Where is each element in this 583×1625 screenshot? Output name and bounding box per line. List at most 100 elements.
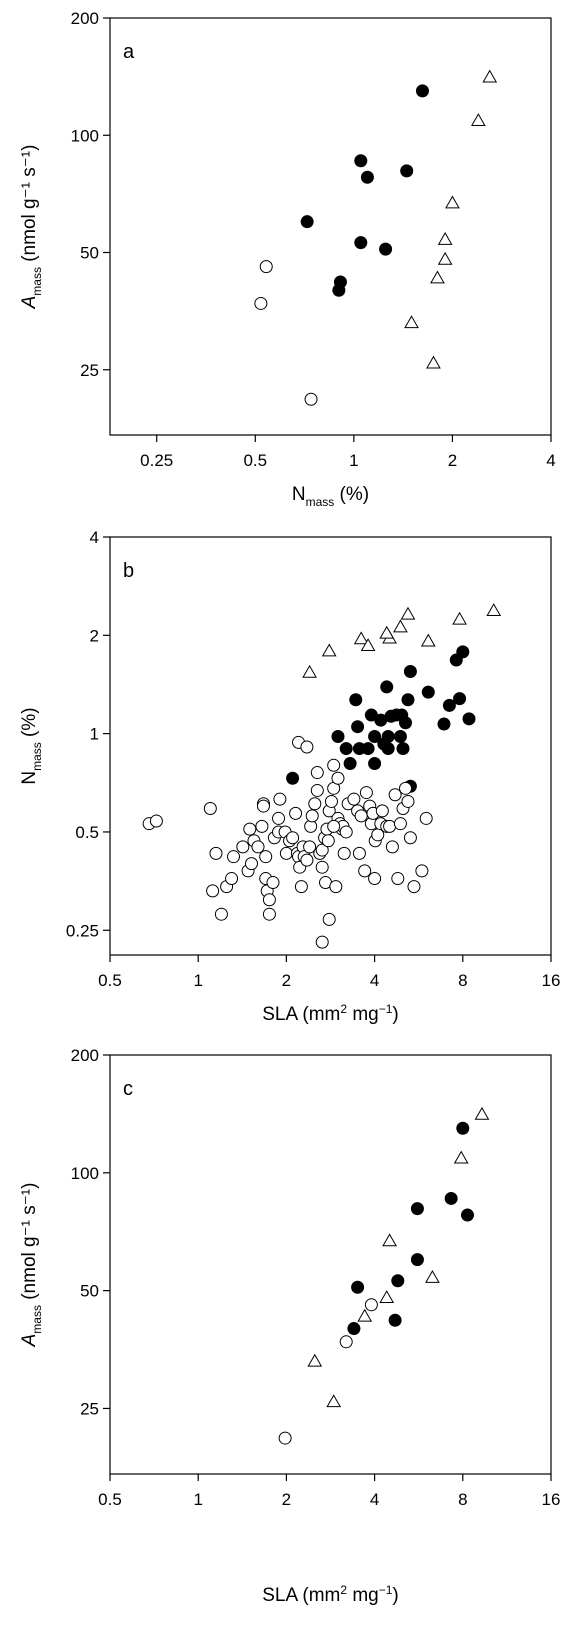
open-circle-point xyxy=(322,912,336,926)
panel-letter: c xyxy=(123,1078,133,1100)
y-tick-label: 2 xyxy=(90,626,99,645)
y-axis-label: Amass (nmol g⁻¹ s⁻¹) xyxy=(19,1183,44,1348)
open-circle-point xyxy=(273,792,287,806)
x-tick-label: 16 xyxy=(542,1490,561,1509)
x-tick-label: 0.5 xyxy=(98,1490,122,1509)
open-circle-point xyxy=(259,850,273,864)
filled-circle-point xyxy=(343,757,357,771)
open-circle-point xyxy=(227,850,241,864)
x-tick-label: 0.25 xyxy=(140,451,173,470)
x-label-sup: −1 xyxy=(379,1583,393,1597)
filled-circle-point xyxy=(399,716,413,730)
open-circle-point xyxy=(310,783,324,797)
x-label-sub: mass xyxy=(306,495,335,509)
x-tick-label: 8 xyxy=(458,971,467,990)
open-triangle-point xyxy=(326,1394,342,1408)
filled-circle-point xyxy=(300,215,314,229)
open-circle-point xyxy=(149,814,163,828)
filled-circle-point xyxy=(388,1313,402,1327)
filled-circle-point xyxy=(351,1280,365,1294)
open-triangle-point xyxy=(360,638,376,651)
open-circle-point xyxy=(358,864,372,878)
open-circle-point xyxy=(305,809,319,823)
y-tick-label: 50 xyxy=(80,1282,99,1301)
x-label-end: ) xyxy=(392,1004,398,1025)
x-tick-label: 4 xyxy=(546,451,555,470)
open-circle-point xyxy=(214,907,228,921)
open-circle-point xyxy=(364,1298,378,1312)
open-circle-point xyxy=(225,872,239,886)
open-circle-point xyxy=(243,822,257,836)
filled-circle-point xyxy=(449,653,463,667)
series-open-circle xyxy=(142,735,433,949)
y-tick-label: 200 xyxy=(71,1046,99,1065)
filled-circle-point xyxy=(347,1322,361,1336)
x-label-main: N xyxy=(292,484,306,505)
open-circle-point xyxy=(266,876,280,890)
x-tick-label: 1 xyxy=(193,1490,202,1509)
filled-circle-point xyxy=(351,720,365,734)
open-circle-point xyxy=(339,825,353,839)
filled-circle-point xyxy=(410,1253,424,1267)
open-circle-point xyxy=(304,392,318,406)
y-tick-label: 200 xyxy=(71,9,99,28)
x-label-rest: mg xyxy=(347,1004,379,1025)
open-triangle-point xyxy=(482,69,498,83)
open-circle-point xyxy=(388,788,402,802)
x-tick-label: 4 xyxy=(370,971,379,990)
open-triangle-point xyxy=(445,195,460,209)
filled-circle-point xyxy=(380,680,394,694)
y-label-sub: mass xyxy=(30,1305,44,1334)
open-triangle-point xyxy=(452,611,467,625)
open-circle-point xyxy=(294,880,308,894)
filled-circle-point xyxy=(368,730,382,744)
filled-circle-point xyxy=(460,1208,474,1222)
y-label-main: N xyxy=(19,771,40,785)
x-tick-label: 8 xyxy=(458,1490,467,1509)
x-label-main: SLA (mm xyxy=(262,1585,340,1606)
open-triangle-point xyxy=(404,315,419,329)
open-circle-point xyxy=(209,846,223,860)
open-circle-point xyxy=(327,758,341,772)
open-circle-point xyxy=(407,880,421,894)
open-circle-point xyxy=(327,819,341,833)
y-tick-label: 0.25 xyxy=(66,921,99,940)
y-tick-label: 4 xyxy=(90,528,99,547)
open-triangle-point xyxy=(430,270,445,284)
open-circle-point xyxy=(308,797,322,811)
open-circle-point xyxy=(300,740,314,754)
open-circle-point xyxy=(403,831,417,845)
x-tick-label: 2 xyxy=(282,971,291,990)
filled-circle-point xyxy=(361,742,375,756)
filled-circle-point xyxy=(410,1202,424,1216)
filled-circle-point xyxy=(453,692,467,706)
open-circle-point xyxy=(255,819,269,833)
filled-circle-point xyxy=(393,730,407,744)
series-open-circle xyxy=(254,260,318,406)
open-triangle-point xyxy=(420,633,436,647)
plot-frame xyxy=(109,536,552,956)
filled-circle-point xyxy=(332,283,346,297)
filled-circle-point xyxy=(462,712,476,726)
open-triangle-point xyxy=(353,631,369,645)
x-axis-label: Nmass (%) xyxy=(292,484,369,509)
series-open-circle xyxy=(278,1298,378,1445)
filled-circle-point xyxy=(331,730,345,744)
open-circle-point xyxy=(262,893,276,907)
open-circle-point xyxy=(385,840,399,854)
open-circle-point xyxy=(324,794,338,808)
open-triangle-point xyxy=(453,1150,469,1164)
x-label-rest: mg xyxy=(347,1585,379,1606)
open-circle-point xyxy=(259,260,273,274)
x-tick-label: 0.5 xyxy=(98,971,122,990)
series-open-triangle xyxy=(307,1106,490,1408)
y-tick-label: 50 xyxy=(80,244,99,263)
open-circle-point xyxy=(203,801,217,815)
series-open-triangle xyxy=(302,603,502,678)
filled-circle-point xyxy=(286,771,300,785)
x-tick-label: 1 xyxy=(349,451,358,470)
filled-circle-point xyxy=(391,1274,405,1288)
open-triangle-point xyxy=(302,664,317,678)
filled-circle-point xyxy=(360,170,374,184)
